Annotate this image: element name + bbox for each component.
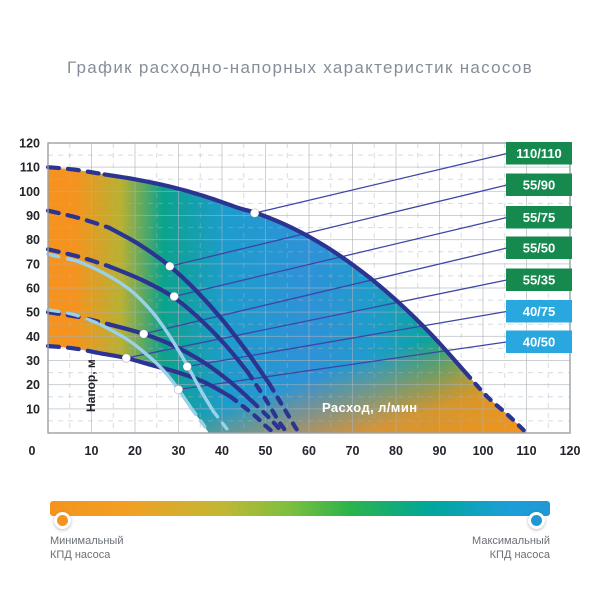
pump-label-55/50: 55/50 <box>523 240 556 255</box>
x-tick-100: 100 <box>473 444 494 458</box>
pump-curve-55/75 <box>106 264 251 375</box>
y-tick-80: 80 <box>26 233 40 247</box>
pump-label-110/110: 110/110 <box>516 146 562 161</box>
pump-label-box-55/75 <box>506 206 572 229</box>
pump-curve-110/110 <box>463 370 529 436</box>
x-tick-10: 10 <box>85 444 99 458</box>
max-efficiency-dot <box>528 512 545 529</box>
y-tick-60: 60 <box>26 282 40 296</box>
x-tick-80: 80 <box>389 444 403 458</box>
efficiency-gradient-bar <box>50 501 550 516</box>
x-tick-20: 20 <box>128 444 142 458</box>
y-axis-title: Напор, м <box>84 359 98 412</box>
efficiency-marker <box>138 329 149 339</box>
y-tick-40: 40 <box>26 330 40 344</box>
min-efficiency-dot <box>54 512 71 529</box>
x-tick-60: 60 <box>302 444 316 458</box>
max-efficiency-label: Максимальный КПД насоса <box>472 534 550 562</box>
axis-ticks: 0 10 20 30 40 50 60 70 80 90 100 110 120 10 20 30 40 50 60… <box>19 137 580 459</box>
pump-curve-55/75 <box>45 247 111 269</box>
pump-label-box-55/90 <box>506 173 572 196</box>
pump-curve-40/75 <box>46 252 81 264</box>
pump-curve-40/75 <box>211 409 233 435</box>
pump-curve-55/75 <box>246 370 290 436</box>
y-tick-30: 30 <box>26 354 40 368</box>
pump-curve-40/50 <box>46 308 102 326</box>
x-axis-title: Расход, л/мин <box>322 400 417 415</box>
max-efficiency-line2: КПД насоса <box>489 549 550 561</box>
pump-label-box-40/50 <box>506 330 572 353</box>
y-tick-50: 50 <box>26 306 40 320</box>
pump-label-55/75: 55/75 <box>523 210 556 225</box>
pump-curve-55/90 <box>45 208 111 230</box>
pump-label-box-55/35 <box>506 268 572 291</box>
x-tick-90: 90 <box>433 444 447 458</box>
pump-curve-110/110 <box>102 172 468 375</box>
pump-curve-55/90 <box>267 382 303 436</box>
pump-label-55/90: 55/90 <box>523 177 556 192</box>
pump-label-55/35: 55/35 <box>523 272 556 287</box>
efficiency-marker <box>121 353 132 363</box>
pump-curve-55/90 <box>106 225 272 387</box>
y-tick-10: 10 <box>26 402 40 416</box>
pump-performance-chart: 110/110 55/90 55/75 55/50 55/35 40/75 40/50 0 10… <box>19 137 580 459</box>
efficiency-marker <box>165 261 175 272</box>
pump-label-40/50: 40/50 <box>523 334 556 349</box>
pump-curve-110/110 <box>45 165 107 177</box>
pump-curve-55/50 <box>250 399 285 436</box>
y-tick-110: 110 <box>20 161 40 175</box>
x-tick-40: 40 <box>215 444 229 458</box>
min-efficiency-line2: КПД насоса <box>50 549 111 561</box>
pump-label-40/75: 40/75 <box>523 304 556 319</box>
pump-curve-55/35 <box>45 343 103 356</box>
x-tick-70: 70 <box>346 444 360 458</box>
efficiency-markers <box>121 208 260 395</box>
efficiency-marker <box>182 361 192 372</box>
pump-curve-55/35 <box>228 394 277 436</box>
y-tick-100: 100 <box>19 185 40 199</box>
efficiency-marker <box>169 291 179 302</box>
x-tick-30: 30 <box>172 444 186 458</box>
efficiency-marker <box>249 208 260 218</box>
efficiency-marker <box>173 384 184 395</box>
pump-label-box-55/50 <box>506 236 572 259</box>
y-tick-90: 90 <box>26 209 40 223</box>
y-tick-120: 120 <box>19 137 40 151</box>
max-efficiency-line1: Максимальный <box>472 535 550 547</box>
y-tick-70: 70 <box>26 257 40 271</box>
pump-curve-40/50 <box>189 407 211 435</box>
x-tick-120: 120 <box>560 444 581 458</box>
pump-label-box-40/75 <box>506 300 572 323</box>
pump-label-boxes: 110/110 55/90 55/75 55/50 55/35 40/75 40/50 <box>506 142 572 353</box>
chart-canvas: 110/110 55/90 55/75 55/50 55/35 40/75 40/50 0 10… <box>19 137 580 459</box>
pump-curve-40/75 <box>76 259 215 413</box>
min-efficiency-line1: Минимальный <box>50 535 124 547</box>
chart-title: График расходно-напорных характеристик н… <box>66 58 534 77</box>
y-tick-20: 20 <box>26 378 40 392</box>
min-efficiency-label: Минимальный КПД насоса <box>50 534 123 562</box>
x-tick-0: 0 <box>29 444 36 458</box>
x-tick-50: 50 <box>259 444 273 458</box>
pump-label-box-110/110 <box>506 142 572 165</box>
x-tick-110: 110 <box>516 444 536 458</box>
